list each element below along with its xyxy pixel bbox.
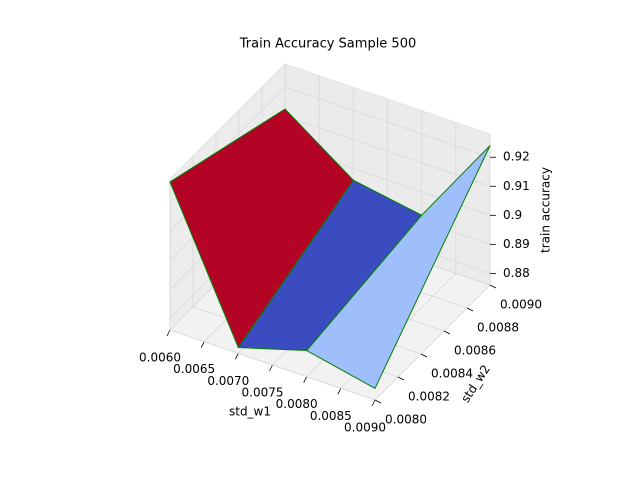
- tick-mark: [443, 330, 451, 335]
- y-tick-label: 0.0090: [500, 298, 542, 312]
- tick-mark: [337, 388, 342, 395]
- tick-mark: [234, 353, 239, 360]
- x-axis-label: std_w1: [229, 405, 271, 419]
- chart-title: Train Accuracy Sample 500: [239, 37, 417, 52]
- tick-mark: [269, 364, 273, 372]
- y-tick-label: 0.0088: [477, 321, 519, 335]
- x-tick-label: 0.0080: [276, 397, 318, 411]
- z-axis-label: train accuracy: [539, 167, 553, 253]
- x-tick-label: 0.0060: [139, 351, 181, 365]
- y-tick-label: 0.0086: [454, 344, 496, 358]
- tick-mark: [166, 329, 171, 337]
- y-tick-label: 0.0084: [431, 367, 473, 381]
- tick-mark: [397, 376, 405, 381]
- surface-face: [306, 145, 491, 389]
- tick-mark: [200, 341, 205, 348]
- z-tick-label: 0.92: [503, 150, 530, 164]
- tick-mark: [420, 353, 428, 358]
- y-tick-label: 0.0080: [385, 413, 427, 427]
- x-tick-label: 0.0090: [344, 421, 386, 435]
- z-tick-label: 0.91: [503, 179, 530, 193]
- z-tick-label: 0.88: [503, 266, 530, 280]
- x-tick-label: 0.0085: [310, 409, 352, 423]
- tick-mark: [371, 399, 376, 407]
- grid-line: [284, 86, 491, 158]
- x-tick-label: 0.0070: [207, 374, 249, 388]
- tick-mark: [303, 376, 308, 383]
- z-tick-label: 0.89: [503, 237, 530, 251]
- y-tick-label: 0.0082: [408, 390, 450, 404]
- tick-mark: [489, 284, 497, 289]
- z-tick-label: 0.9: [503, 208, 522, 222]
- tick-mark: [466, 307, 474, 312]
- x-tick-label: 0.0065: [173, 362, 215, 376]
- grid-line: [374, 284, 491, 401]
- x-tick-label: 0.0075: [242, 386, 284, 400]
- tick-mark: [374, 399, 382, 404]
- grid-line: [169, 329, 376, 401]
- grid-line: [284, 115, 491, 187]
